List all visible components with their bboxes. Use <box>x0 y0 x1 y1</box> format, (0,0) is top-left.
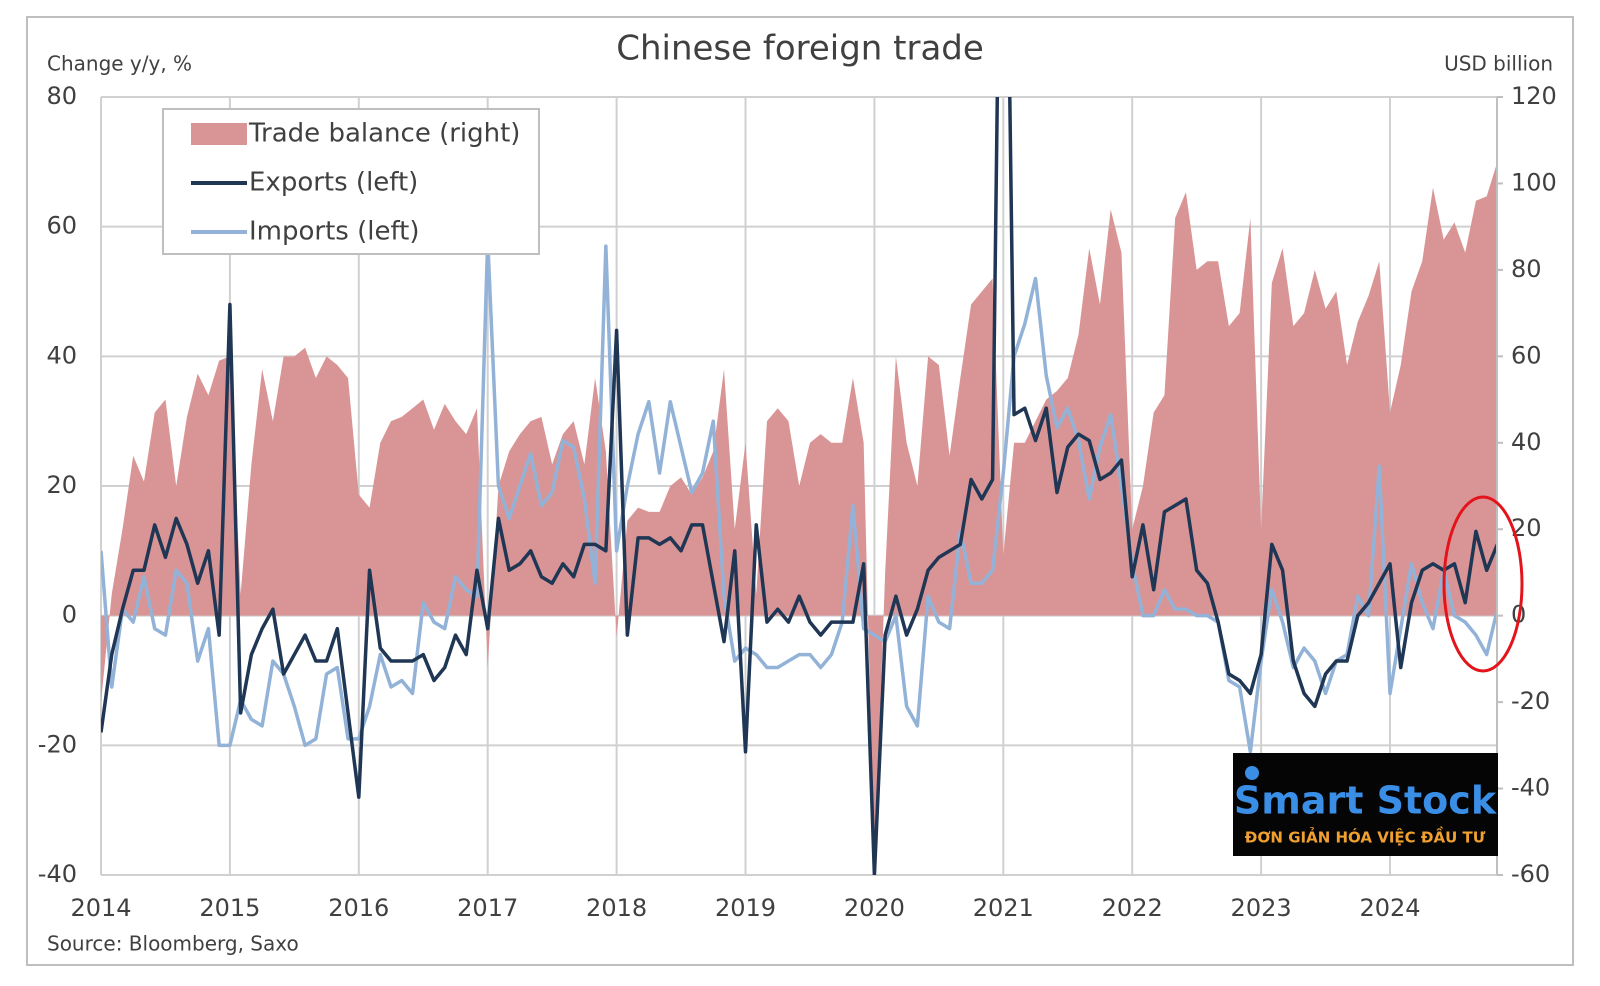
y2-tick-label: -20 <box>1511 687 1550 715</box>
highlight-ellipse <box>1442 495 1524 673</box>
legend-label: Exports (left) <box>249 168 418 198</box>
y2-tick-label: 100 <box>1511 168 1557 196</box>
y2-tick-label: 40 <box>1511 428 1542 456</box>
source-note: Source: Bloomberg, Saxo <box>47 932 299 956</box>
logo-icon <box>1245 766 1259 780</box>
chart-title: Chinese foreign trade <box>616 29 984 69</box>
plot-area <box>101 97 1497 875</box>
logo-background <box>1233 753 1498 856</box>
y-tick-label: 60 <box>46 212 77 240</box>
y-tick-label: 0 <box>62 601 77 629</box>
x-tick-label: 2021 <box>973 894 1034 922</box>
x-tick-label: 2017 <box>457 894 518 922</box>
watermark-logo: Smart Stock ĐƠN GIẢN HÓA VIỆC ĐẦU TƯ <box>1233 753 1498 856</box>
x-tick-label: 2020 <box>844 894 905 922</box>
x-tick-label: 2018 <box>586 894 647 922</box>
area <box>101 163 1497 875</box>
line <box>101 237 1497 754</box>
y2-tick-label: 60 <box>1511 341 1542 369</box>
y2-tick-label: -60 <box>1511 860 1550 888</box>
y-tick-label: -40 <box>38 860 77 888</box>
legend: Trade balance (right) Exports (left) Impor… <box>162 108 540 255</box>
y-tick-label: -20 <box>38 730 77 758</box>
y-tick-label: 80 <box>46 82 77 110</box>
legend-swatch <box>191 123 247 145</box>
line <box>101 97 1497 875</box>
x-tick-label: 2022 <box>1102 894 1163 922</box>
y-axis-label: Change y/y, % <box>47 52 192 76</box>
y2-axis-label: USD billion <box>1444 52 1553 76</box>
x-tick-label: 2014 <box>70 894 131 922</box>
y2-tick-label: 80 <box>1511 255 1542 283</box>
legend-label: Imports (left) <box>249 217 420 247</box>
x-tick-label: 2019 <box>715 894 776 922</box>
legend-label: Trade balance (right) <box>248 119 520 149</box>
x-tick-label: 2024 <box>1359 894 1420 922</box>
logo-tagline: ĐƠN GIẢN HÓA VIỆC ĐẦU TƯ <box>1245 826 1486 847</box>
x-tick-label: 2015 <box>199 894 260 922</box>
y-tick-label: 20 <box>46 471 77 499</box>
y2-tick-label: 120 <box>1511 82 1557 110</box>
logo-brand: Smart Stock <box>1234 779 1497 823</box>
y2-tick-label: -40 <box>1511 774 1550 802</box>
x-tick-label: 2023 <box>1231 894 1292 922</box>
axes: -40-20020406080-60-40-200204060801001202… <box>38 82 1557 922</box>
x-tick-label: 2016 <box>328 894 389 922</box>
y-tick-label: 40 <box>46 341 77 369</box>
